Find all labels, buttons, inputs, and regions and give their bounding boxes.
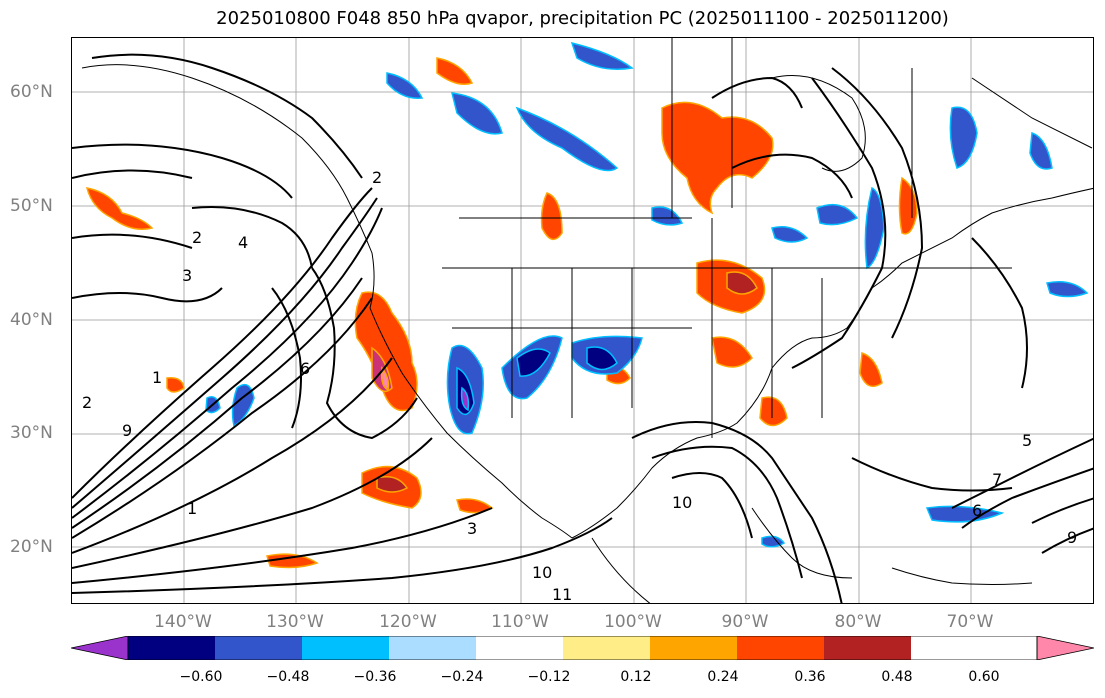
contour-label: 2 [82, 393, 92, 412]
colorbar-segment [128, 636, 215, 660]
colorbar-tick: 0.60 [968, 669, 1000, 685]
contour-label: 3 [182, 266, 192, 285]
lon-label-90w: 90°W [721, 612, 769, 632]
contour-label: 7 [992, 470, 1002, 489]
lon-label-100w: 100°W [604, 612, 662, 632]
colorbar-tick: 0.36 [794, 669, 826, 685]
colorbar-tick: 0.12 [620, 669, 652, 685]
contour-label: 3 [467, 519, 477, 538]
colorbar-right-arrow [1036, 636, 1094, 660]
contour-label: 6 [300, 359, 310, 378]
colorbar-tick: −0.24 [440, 669, 484, 685]
colorbar-tick: −0.12 [527, 669, 571, 685]
map-title: 2025010800 F048 850 hPa qvapor, precipit… [216, 8, 949, 29]
colorbar-segment [215, 636, 302, 660]
contour-label: 5 [1022, 431, 1032, 450]
contour-label: 11 [552, 585, 572, 604]
contour-label: 9 [122, 421, 132, 440]
lon-label-120w: 120°W [379, 612, 437, 632]
colorbar-segment [389, 636, 476, 660]
colorbar-left-arrow [71, 636, 129, 660]
contour-label: 10 [532, 563, 552, 582]
colorbar-tick: 0.48 [881, 669, 913, 685]
contour-label: 6 [972, 501, 982, 520]
lon-label-130w: 130°W [266, 612, 324, 632]
contour-label: 9 [1067, 528, 1077, 547]
lon-label-80w: 80°W [834, 612, 882, 632]
contour-label: 1 [152, 368, 162, 387]
colorbar-tick: −0.36 [353, 669, 397, 685]
lat-label-40n: 40°N [10, 310, 53, 330]
lat-label-20n: 20°N [10, 537, 53, 557]
colorbar-segment [737, 636, 824, 660]
lat-label-60n: 60°N [10, 82, 53, 102]
colorbar-segment [824, 636, 911, 660]
precip-negative-shading [205, 41, 1089, 548]
colorbar-segment [476, 636, 563, 660]
contour-label: 2 [372, 168, 382, 187]
colorbar-tick: −0.60 [179, 669, 223, 685]
colorbar-segment [302, 636, 389, 660]
lon-label-70w: 70°W [946, 612, 994, 632]
contour-label: 10 [672, 493, 692, 512]
contour-label: 4 [238, 233, 248, 252]
contour-label: 1 [187, 499, 197, 518]
contour-label: 2 [192, 228, 202, 247]
precip-positive-shading [85, 57, 918, 569]
lon-label-110w: 110°W [491, 612, 549, 632]
lon-label-140w: 140°W [154, 612, 212, 632]
lat-label-30n: 30°N [10, 423, 53, 443]
lat-label-50n: 50°N [10, 196, 53, 216]
map-plot-area: 2 3 4 6 1 2 9 5 7 10 11 10 3 1 2 9 6 [71, 37, 1094, 604]
colorbar-tick: 0.24 [707, 669, 739, 685]
colorbar-segment [563, 636, 650, 660]
qvapor-contours [72, 53, 1093, 603]
contour-labels: 2 3 4 6 1 2 9 5 7 10 11 10 3 1 2 9 6 [82, 168, 1077, 604]
colorbar-segment [650, 636, 737, 660]
colorbar-tick: −0.48 [266, 669, 310, 685]
